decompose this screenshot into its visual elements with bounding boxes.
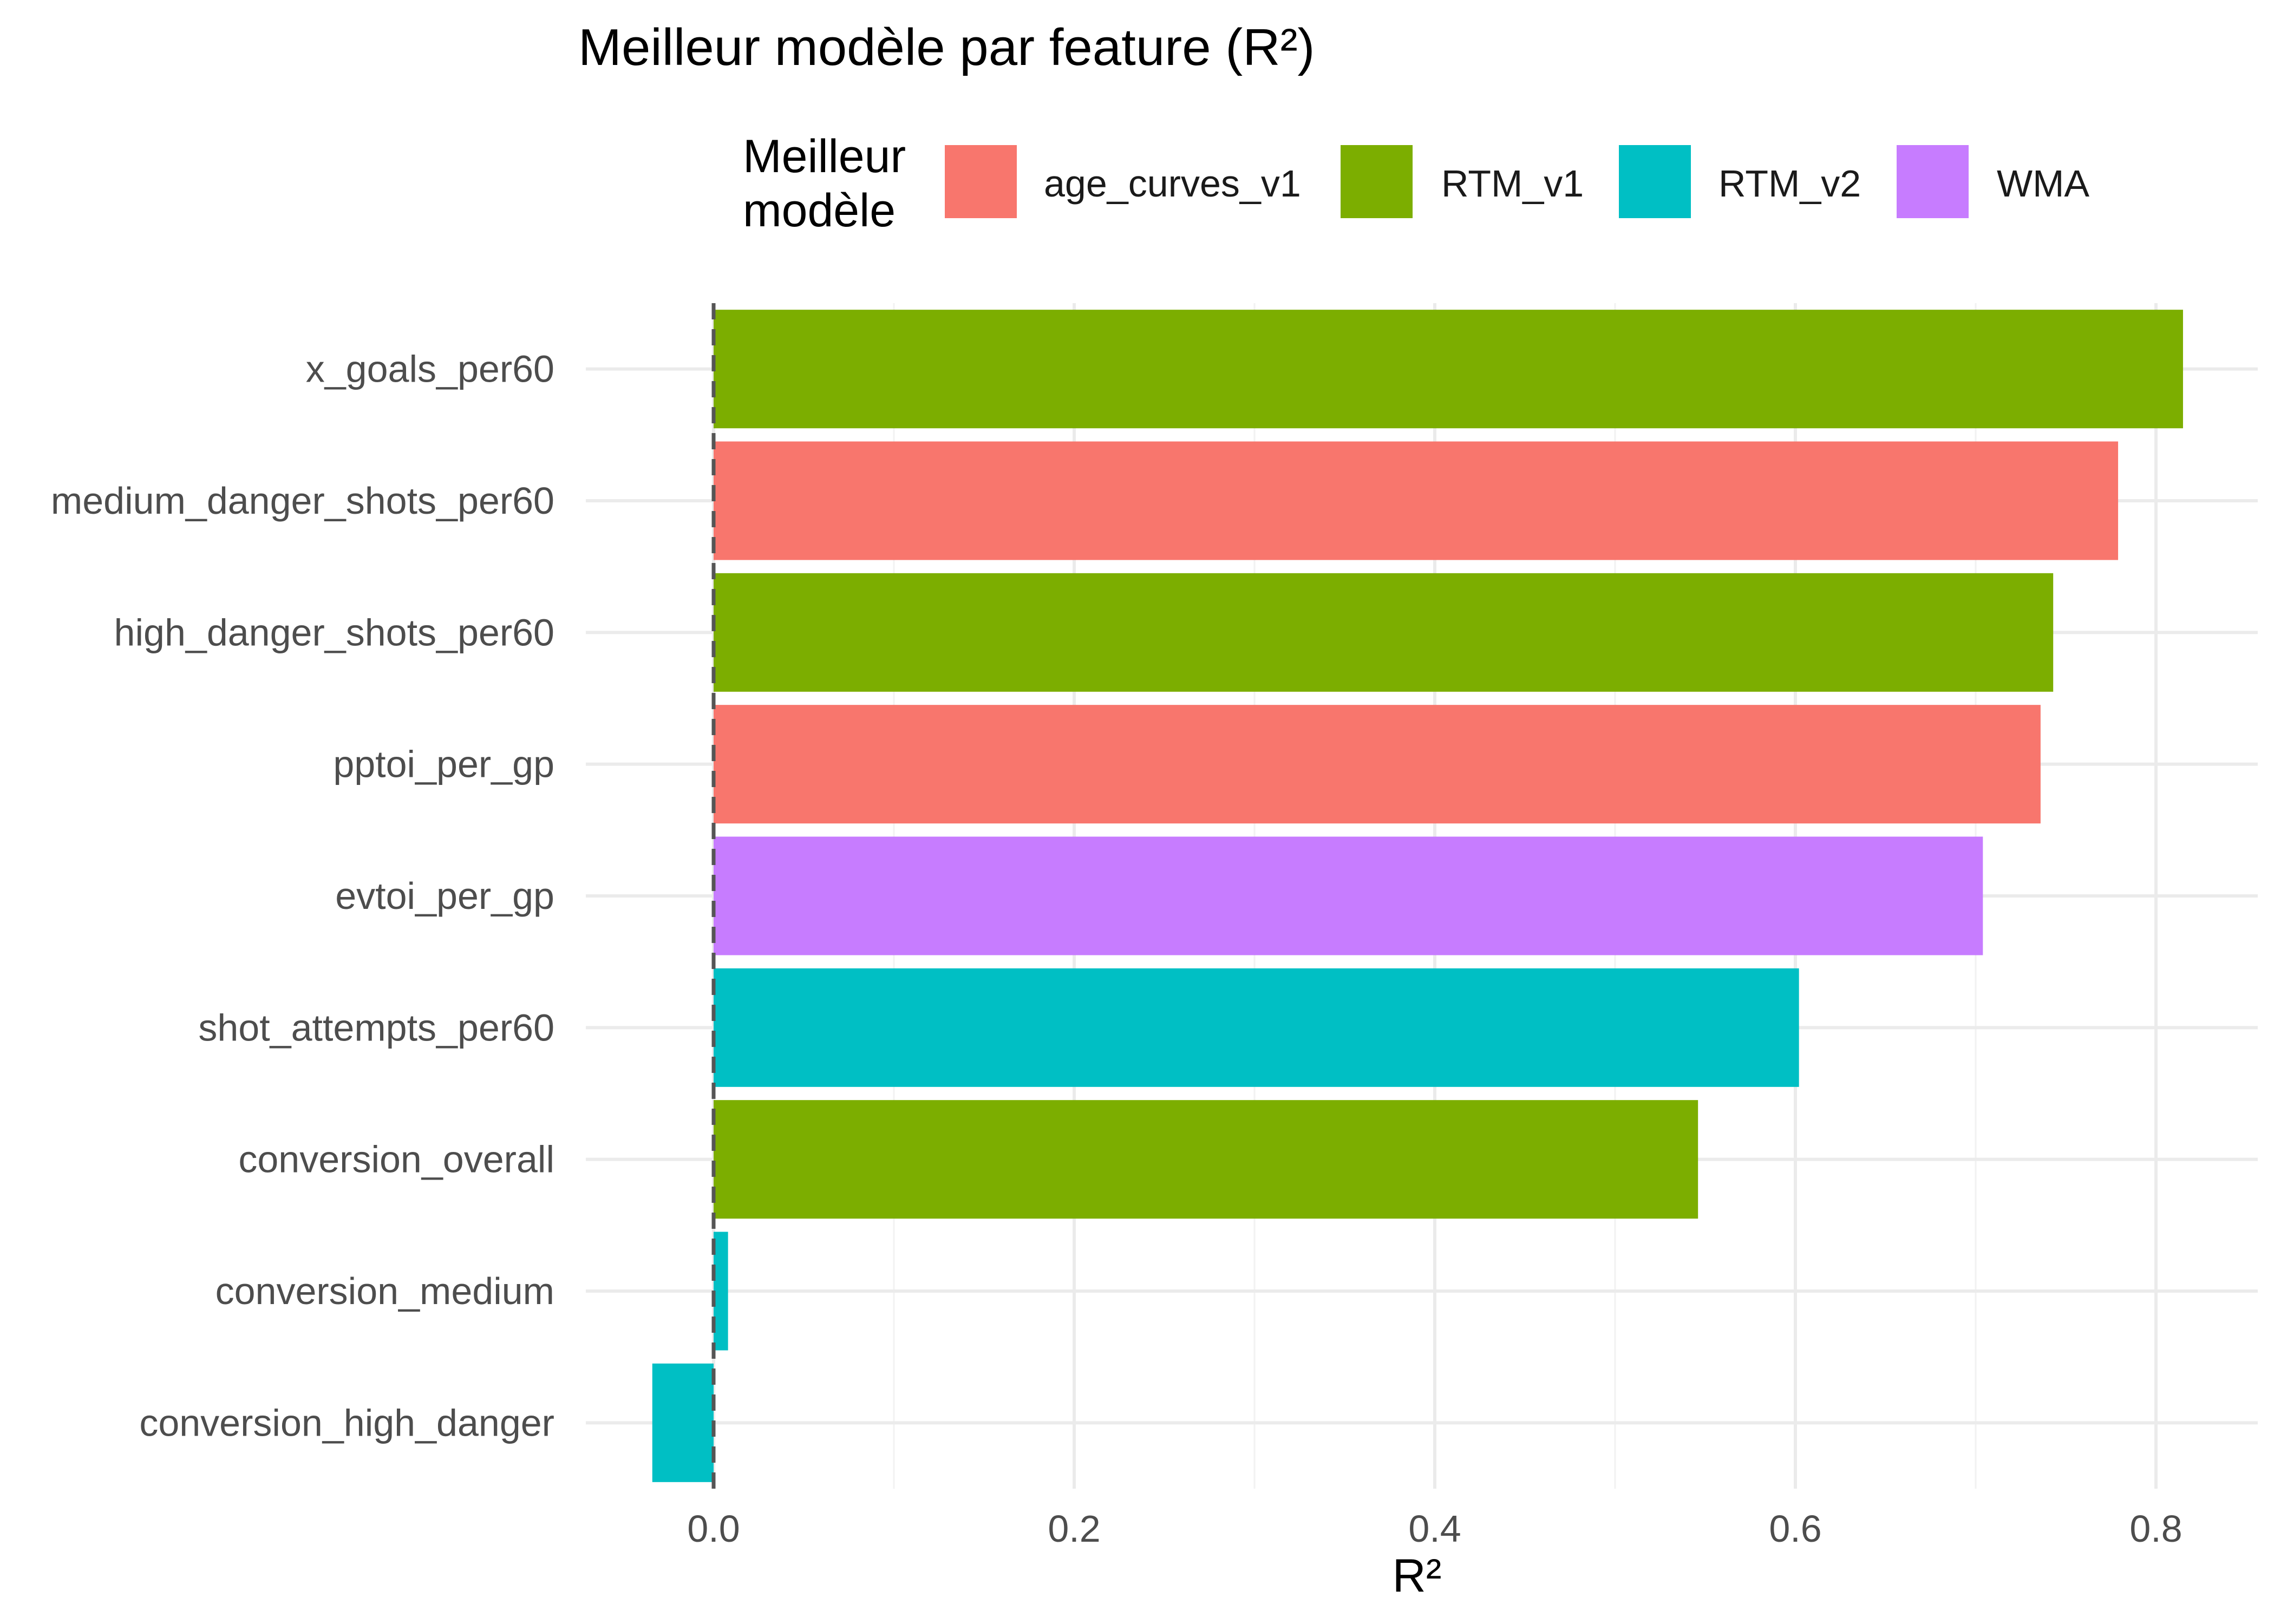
x-tick-label: 0.2 [1048, 1508, 1100, 1550]
bar-high-danger-shots-per60 [714, 573, 2054, 692]
y-tick-label: medium_danger_shots_per60 [51, 480, 554, 522]
legend-label: RTM_v1 [1441, 162, 1584, 205]
legend-title-line-1: Meilleur [743, 130, 906, 182]
y-tick-label: conversion_overall [238, 1138, 554, 1181]
y-tick-label: x_goals_per60 [306, 348, 554, 390]
bars [652, 310, 2183, 1482]
bar-conversion-medium [714, 1232, 728, 1351]
x-tick-label: 0.6 [1769, 1508, 1821, 1550]
bar-shot-attempts-per60 [714, 968, 1799, 1087]
y-tick-label: high_danger_shots_per60 [114, 611, 554, 653]
y-axis-tick-labels: x_goals_per60 medium_danger_shots_per60hi… [51, 348, 554, 1444]
legend-label: WMA [1997, 162, 2089, 205]
legend-title-line-2: modèle [743, 185, 896, 237]
y-tick-label: conversion_high_danger [139, 1402, 554, 1444]
x-tick-label: 0.4 [1408, 1508, 1461, 1550]
bar-conversion-high-danger [652, 1363, 714, 1482]
x-axis-tick-labels: 0.0 0.2 0.4 0.6 0.8 [687, 1508, 2182, 1550]
y-tick-label: pptoi_per_gp [333, 743, 554, 785]
legend-key-wma [1897, 145, 1969, 218]
legend-key-rtm-v2 [1619, 145, 1691, 218]
x-tick-label: 0.8 [2129, 1508, 2182, 1550]
legend: Meilleur modèle age_curves_v1 RTM_v1 RTM_v… [743, 130, 2089, 237]
x-axis-label: R² [1393, 1550, 1442, 1602]
bar-evtoi-per-gp [714, 836, 1983, 955]
legend-items: age_curves_v1 RTM_v1 RTM_v2 WMA [945, 145, 2089, 218]
legend-label: age_curves_v1 [1044, 162, 1301, 205]
chart-title: Meilleur modèle par feature (R²) [578, 18, 1315, 76]
bar-conversion-overall [714, 1100, 1698, 1219]
x-tick-label: 0.0 [687, 1508, 740, 1550]
y-tick-label: conversion_medium [215, 1270, 554, 1312]
legend-key-age-curves-v1 [945, 145, 1017, 218]
y-tick-label: shot_attempts_per60 [198, 1006, 554, 1049]
legend-label: RTM_v2 [1718, 162, 1861, 205]
bar-medium-danger-shots-per60 [714, 441, 2119, 560]
y-tick-label: evtoi_per_gp [335, 875, 554, 917]
legend-key-rtm-v1 [1341, 145, 1413, 218]
plot-area: x_goals_per60 medium_danger_shots_per60hi… [51, 303, 2258, 1550]
bar-x-goals-per60 [714, 310, 2183, 429]
bar-pptoi-per-gp [714, 705, 2041, 824]
